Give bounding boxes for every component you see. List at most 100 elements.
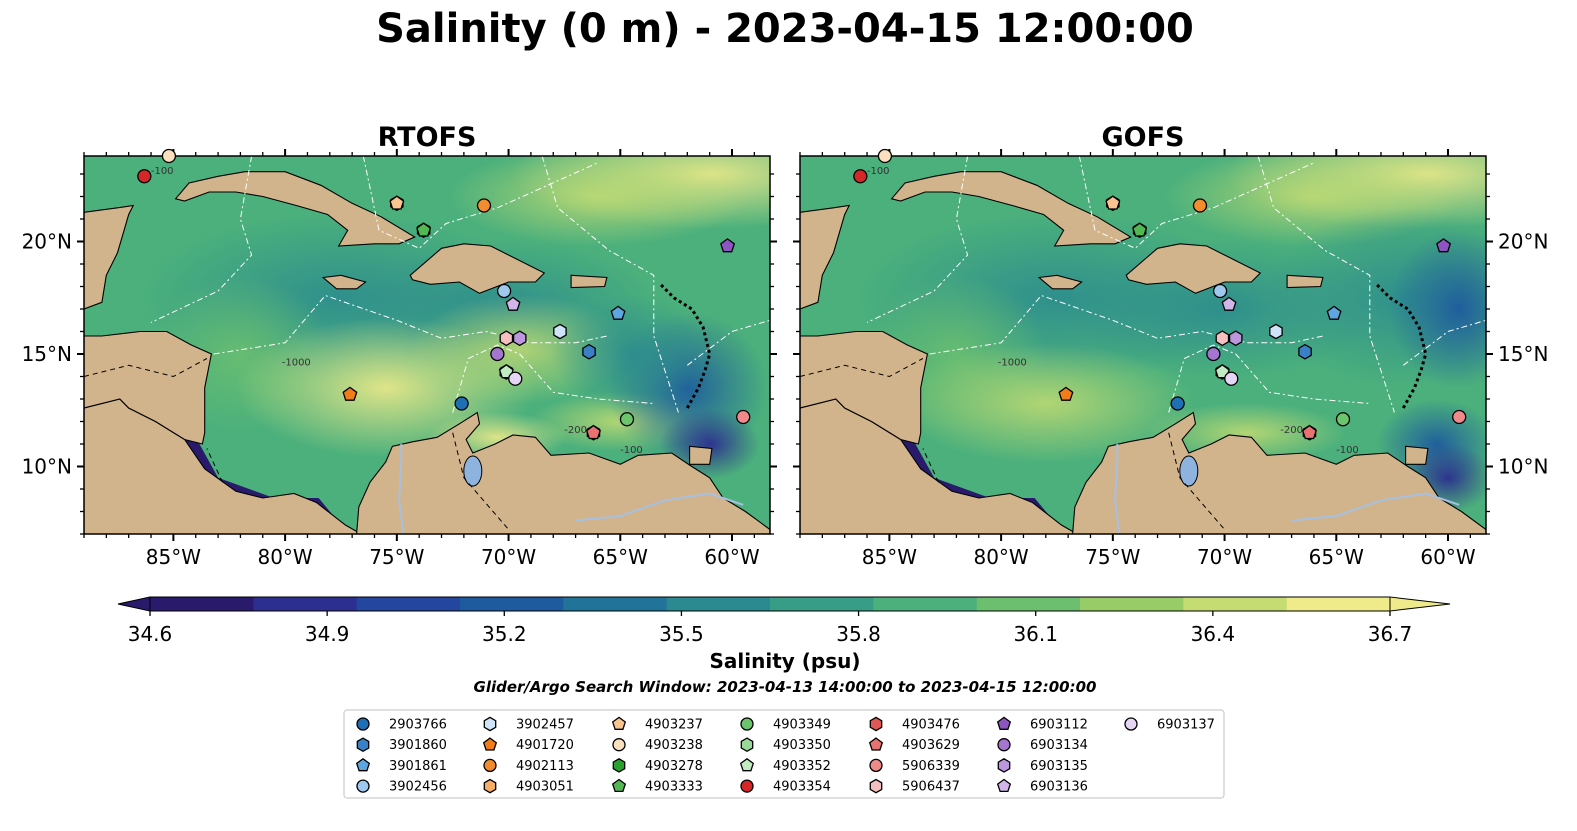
- legend-label: 3902456: [389, 780, 447, 795]
- lon-tick-label: 65°W: [593, 545, 648, 569]
- salinity-field: -100 -1000 -200 -100: [84, 156, 770, 534]
- lesser-antilles: [1375, 283, 1428, 409]
- depth-contour-labels: -100 -1000 -200 -100: [151, 166, 643, 456]
- eez-boundary: [929, 294, 1324, 355]
- contour-label: -1000: [282, 357, 311, 368]
- map-frame: [83, 155, 771, 535]
- salinity-patch: [895, 343, 1196, 464]
- legend-label: 4903629: [902, 738, 960, 753]
- legend-item: 3902456: [356, 779, 447, 795]
- legend-marker-4903352: [739, 757, 755, 772]
- salinity-patch: [1389, 229, 1486, 389]
- salinity-patch: [1146, 402, 1347, 463]
- obs-marker-4903629: [585, 424, 601, 440]
- colorbar-segment: [1286, 597, 1391, 611]
- legend-marker-4903237: [611, 716, 627, 730]
- border-line: [1168, 432, 1225, 530]
- legend-marker-3902457: [483, 716, 497, 732]
- lake-maracaibo: [1179, 455, 1199, 487]
- lon-tick-label: 85°W: [862, 545, 917, 569]
- legend-label: 4903352: [773, 759, 831, 774]
- lat-tick-label: 20°N: [22, 230, 72, 254]
- legend-marker-4903278: [612, 758, 626, 773]
- legend-item: 6903137: [1124, 717, 1215, 733]
- legend-label: 4903238: [645, 738, 703, 753]
- colorbar-segment: [356, 597, 461, 611]
- legend-item: 2903766: [356, 717, 447, 733]
- lat-tick-label: 10°N: [22, 455, 72, 479]
- figure-title: Salinity (0 m) - 2023-04-15 12:00:00: [376, 6, 1194, 52]
- salinity-patch: [447, 156, 748, 247]
- legend-label: 2903766: [389, 718, 447, 733]
- lake-maracaibo: [463, 455, 483, 487]
- obs-marker-4903238: [877, 148, 893, 164]
- obs-marker-5906339: [1452, 409, 1467, 425]
- colorbar: 34.6 34.9 35.2 35.5 35.8 36.1 36.4 36.7: [117, 596, 1451, 646]
- colorbar-tick-label: 36.7: [1368, 622, 1413, 646]
- legend-marker-5906339: [869, 758, 883, 773]
- obs-marker-4902113: [1192, 198, 1208, 213]
- axis-ticks: 85°W 80°W 75°W 70°W 65°W 60°W 10°N 15°N 20°N: [793, 149, 1548, 569]
- obs-marker-6903136: [1221, 296, 1237, 311]
- legend-label: 4903333: [645, 780, 703, 795]
- land-mass: [1405, 445, 1429, 465]
- contour-label: -100: [620, 445, 643, 456]
- legend-label: 4903278: [645, 759, 703, 774]
- lat-tick-label: 15°N: [22, 342, 72, 366]
- obs-marker-4903238: [161, 148, 177, 164]
- obs-marker-3902457: [553, 323, 567, 340]
- colorbar-tick-label: 34.6: [128, 622, 173, 646]
- contour-label: -200: [564, 425, 587, 436]
- legend-item: 4903237: [611, 716, 703, 733]
- eez-boundary: [213, 294, 608, 355]
- contour-label: -100: [1336, 445, 1359, 456]
- legend-item: 4903349: [740, 717, 831, 733]
- legend-marker-2903766: [356, 717, 370, 731]
- colorbar-segment: [563, 597, 668, 611]
- colorbar-segment: [1080, 597, 1184, 611]
- legend-marker-3901860: [356, 737, 370, 753]
- legend-label: 4902113: [516, 759, 574, 774]
- colorbar-tick-label: 35.2: [482, 622, 527, 646]
- legend-label: 4903051: [516, 780, 574, 795]
- obs-marker-6903134: [490, 346, 505, 362]
- legend-label: 4903237: [645, 718, 703, 733]
- legend-item: 4903333: [611, 778, 703, 795]
- obs-marker-4903349: [619, 412, 635, 427]
- obs-marker-4902113: [476, 198, 492, 213]
- legend-label: 5906437: [902, 780, 960, 795]
- colorbar-extend-min: [117, 596, 151, 612]
- obs-marker-6903136: [505, 296, 521, 311]
- legend-label: 4903476: [902, 718, 960, 733]
- eez-boundary: [362, 156, 599, 249]
- eez-boundary: [1168, 344, 1370, 413]
- land-mass: [570, 274, 608, 289]
- land-mass: [321, 274, 367, 290]
- legend-marker-6903112: [996, 716, 1012, 730]
- legend-marker-4903476: [869, 716, 883, 732]
- legend-item: 4903629: [868, 737, 960, 753]
- obs-marker-5906437: [1215, 330, 1230, 347]
- legend: 2903766 3901860 3901861 3902456 3902457 49017…: [343, 709, 1225, 799]
- obs-marker-4903333: [416, 222, 432, 237]
- land-mass: [1125, 243, 1262, 294]
- land-mass: [1037, 274, 1083, 290]
- lon-tick-label: 80°W: [257, 545, 312, 569]
- legend-frame: [343, 709, 1225, 799]
- land-mass: [84, 204, 135, 310]
- colorbar-segment: [873, 597, 978, 611]
- lat-tick-label: 10°N: [1498, 455, 1548, 479]
- legend-label: 3901861: [389, 759, 447, 774]
- obs-marker-6903134: [1206, 346, 1221, 362]
- legend-label: 4903354: [773, 780, 831, 795]
- contour-label: -100: [151, 166, 174, 177]
- legend-marker-4903051: [483, 778, 497, 794]
- lesser-antilles: [659, 283, 712, 409]
- river: [398, 444, 405, 534]
- salinity-field: -100 -1000 -200 -100: [800, 156, 1486, 534]
- legend-item: 4903352: [739, 757, 831, 774]
- observation-markers: [853, 148, 1467, 441]
- colorbar-tick-label: 35.5: [659, 622, 704, 646]
- obs-marker-4901720: [342, 386, 358, 401]
- legend-label: 6903135: [1030, 759, 1088, 774]
